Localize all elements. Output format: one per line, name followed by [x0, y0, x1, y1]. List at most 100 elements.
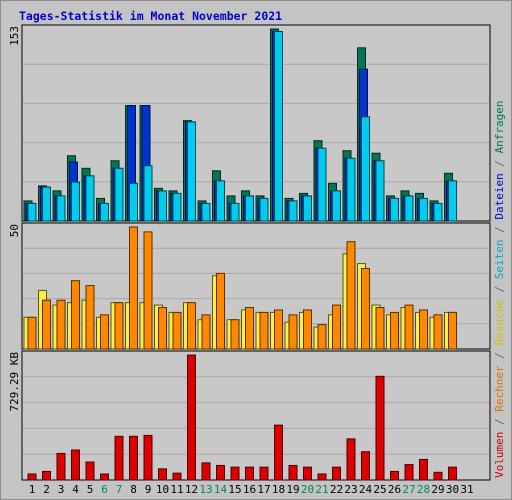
bar-volumen	[404, 464, 414, 481]
bar-rechner	[288, 314, 298, 350]
bar-volumen	[433, 471, 443, 481]
bar-rechner	[100, 314, 109, 350]
legend-entry: Dateien	[493, 173, 506, 219]
bar-volumen	[259, 466, 269, 481]
bar-rechner	[419, 309, 428, 350]
bar-seiten	[274, 31, 283, 222]
x-tick-label: 1	[29, 483, 36, 496]
bar-volumen	[216, 464, 225, 481]
bar-seiten	[448, 180, 457, 222]
bar-volumen	[27, 473, 37, 481]
bar-seiten	[56, 195, 66, 222]
legend-entry: /	[493, 412, 506, 432]
bar-rechner	[448, 311, 457, 350]
bar-volumen	[143, 434, 153, 481]
y-label-requests: 153	[8, 26, 21, 46]
x-tick-label: 28	[417, 483, 430, 496]
x-tick-label: 20	[301, 483, 314, 496]
bar-rechner	[274, 309, 283, 350]
bar-seiten	[433, 202, 443, 222]
bar-rechner	[303, 309, 312, 350]
x-tick-label: 16	[243, 483, 256, 496]
legend-entry: Volumen	[493, 432, 506, 478]
bar-rechner	[317, 324, 327, 350]
series-legend: Volumen / Rechner / Besuche / Seiten / D…	[493, 100, 506, 478]
bar-volumen	[158, 468, 167, 481]
bar-seiten	[187, 121, 196, 222]
bar-rechner	[375, 307, 385, 350]
bar-rechner	[143, 231, 153, 350]
x-tick-label: 8	[130, 483, 137, 496]
legend-entry: Rechner	[493, 365, 506, 412]
x-tick-label: 12	[185, 483, 198, 496]
bar-seiten	[245, 195, 254, 222]
bar-rechner	[259, 311, 269, 350]
bar-rechner	[361, 267, 370, 350]
bar-rechner	[42, 299, 51, 350]
bar-volumen	[71, 449, 80, 481]
bar-seiten	[216, 180, 225, 222]
x-tick-label: 7	[116, 483, 123, 496]
legend-entry: Seiten	[493, 240, 506, 280]
x-tick-label: 10	[156, 483, 169, 496]
x-tick-label: 6	[101, 483, 108, 496]
bar-volumen	[390, 470, 399, 481]
bar-volumen	[230, 466, 240, 481]
x-tick-label: 23	[344, 483, 357, 496]
bar-volumen	[201, 462, 211, 481]
bar-rechner	[332, 304, 341, 350]
bar-seiten	[42, 186, 51, 222]
bar-seiten	[85, 175, 95, 222]
bar-seiten	[129, 182, 138, 222]
bar-seiten	[390, 197, 399, 222]
bar-rechner	[129, 226, 138, 350]
bar-seiten	[230, 202, 240, 222]
bar-seiten	[419, 197, 428, 222]
bar-seiten	[114, 167, 124, 222]
x-tick-label: 4	[72, 483, 79, 496]
bar-seiten	[404, 195, 414, 222]
x-tick-label: 21	[315, 483, 328, 496]
bar-volumen	[245, 466, 254, 481]
bar-rechner	[56, 299, 66, 350]
x-tick-label: 30	[446, 483, 459, 496]
bar-seiten	[375, 160, 385, 222]
bar-volumen	[42, 470, 51, 481]
bar-seiten	[288, 200, 298, 222]
x-tick-label: 27	[402, 483, 415, 496]
bar-seiten	[259, 197, 269, 222]
bar-rechner	[404, 304, 414, 350]
x-tick-label: 13	[199, 483, 212, 496]
x-tick-label: 17	[257, 483, 270, 496]
bar-seiten	[361, 116, 370, 222]
legend-entry: /	[493, 279, 506, 299]
bar-rechner	[71, 280, 80, 350]
bar-volumen	[288, 464, 298, 481]
bar-rechner	[216, 272, 225, 350]
x-tick-label: 22	[330, 483, 343, 496]
bar-rechner	[27, 316, 37, 350]
x-tick-label: 25	[373, 483, 386, 496]
x-tick-label: 26	[388, 483, 401, 496]
panel-requests	[21, 24, 491, 222]
bar-volumen	[303, 466, 312, 481]
bar-volumen	[114, 435, 124, 481]
bar-rechner	[230, 319, 240, 350]
bar-volumen	[346, 438, 356, 481]
bar-volumen	[85, 461, 95, 481]
bar-seiten	[27, 202, 37, 222]
bar-rechner	[85, 285, 95, 350]
legend-entry: /	[493, 220, 506, 240]
x-tick-label: 29	[431, 483, 444, 496]
bar-volumen	[332, 466, 341, 481]
bar-seiten	[143, 165, 153, 222]
bar-seiten	[100, 202, 109, 222]
y-label-visits: 50	[8, 224, 21, 237]
bar-rechner	[158, 307, 167, 350]
chart-title: Tages-Statistik im Monat November 2021	[19, 9, 283, 23]
bar-volumen	[361, 451, 370, 481]
x-tick-label: 11	[170, 483, 183, 496]
legend-entry: /	[493, 346, 506, 366]
legend-entry: Anfragen	[493, 100, 506, 153]
bar-rechner	[172, 311, 182, 350]
